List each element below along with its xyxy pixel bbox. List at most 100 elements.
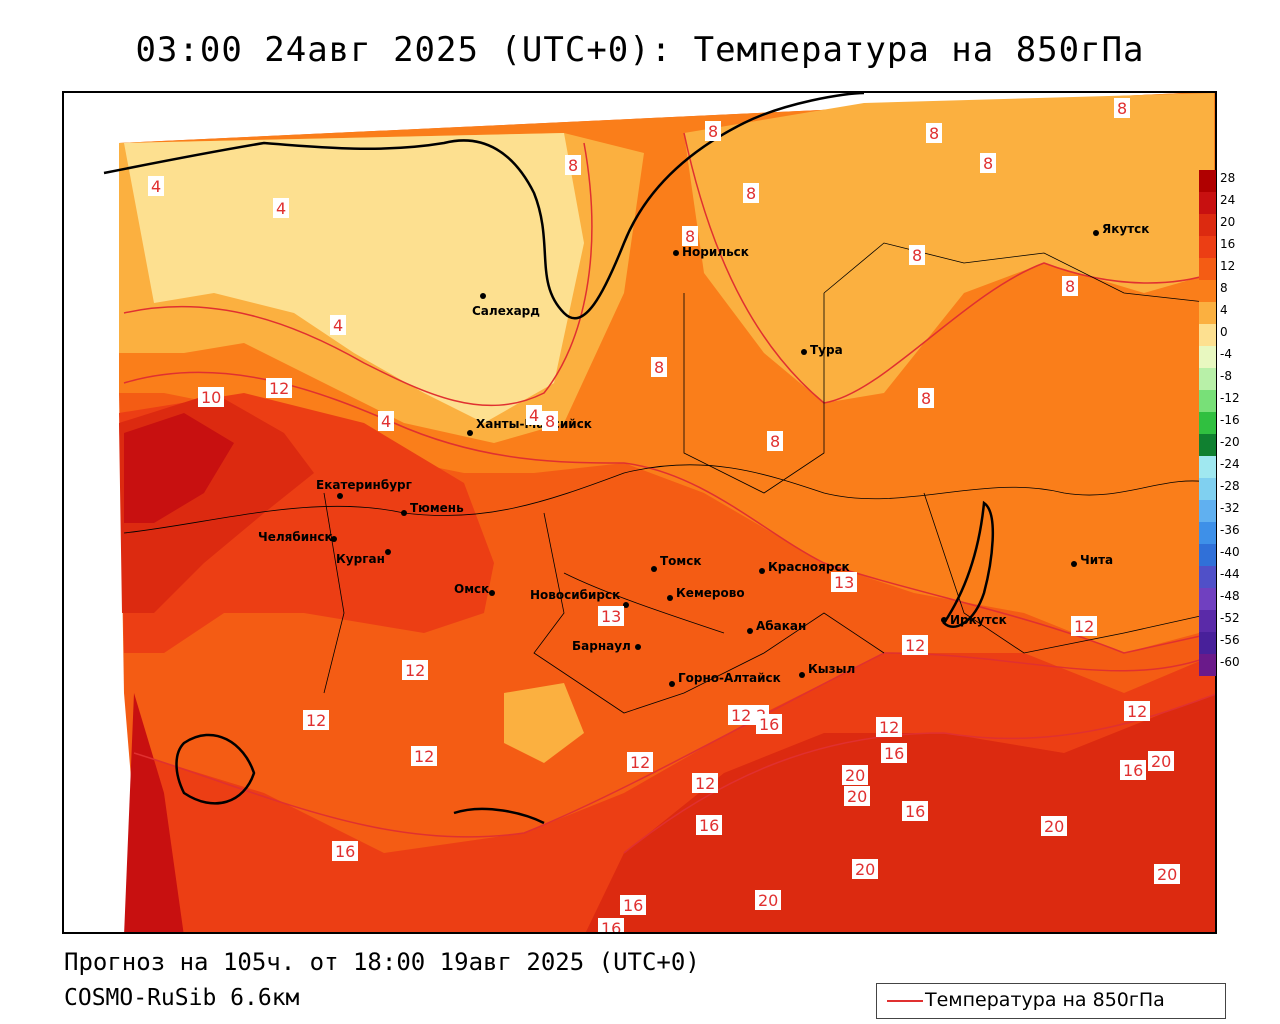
scale-label: -20 bbox=[1220, 435, 1240, 449]
scale-label: -32 bbox=[1220, 501, 1240, 515]
scale-cell bbox=[1199, 346, 1216, 368]
city-kemerovo[interactable]: Кемерово bbox=[667, 586, 745, 601]
city-tomsk[interactable]: Томск bbox=[651, 554, 702, 572]
isotherm-label-text: 4 bbox=[529, 406, 539, 425]
scale-cell bbox=[1199, 478, 1216, 500]
field-20-24-south bbox=[585, 694, 1215, 932]
city-gorno-altaysk[interactable]: Горно-Алтайск bbox=[669, 671, 781, 687]
city-norilsk[interactable]: Норильск bbox=[673, 245, 749, 259]
field-4-8-east bbox=[684, 93, 1214, 403]
svg-text:Тура: Тура bbox=[810, 343, 843, 357]
scale-cell bbox=[1199, 368, 1216, 390]
scale-cell bbox=[1199, 544, 1216, 566]
isotherm-label-text: 20 bbox=[1044, 817, 1064, 836]
svg-text:Челябинск: Челябинск bbox=[258, 530, 333, 544]
isotherm-label: 16 bbox=[902, 801, 928, 821]
isotherm-label: 4 bbox=[330, 315, 346, 335]
scale-cell bbox=[1199, 170, 1216, 192]
city-yakutsk[interactable]: Якутск bbox=[1093, 222, 1149, 236]
isotherm-label-text: 13 bbox=[601, 607, 621, 626]
isotherm-label: 12 bbox=[692, 773, 718, 793]
isotherm-label-text: 12 bbox=[879, 718, 899, 737]
city-salekhard[interactable]: Салехард bbox=[472, 293, 540, 318]
temperature-map: Салехард Норильск Якутск Тура Ханты-Манс… bbox=[103, 93, 1215, 934]
city-chita[interactable]: Чита bbox=[1071, 553, 1113, 567]
svg-text:Тюмень: Тюмень bbox=[410, 501, 464, 515]
scale-cell bbox=[1199, 258, 1216, 280]
isotherm-label-text: 8 bbox=[568, 156, 578, 175]
isotherm-label-text: 4 bbox=[381, 412, 391, 431]
scale-cell bbox=[1199, 236, 1216, 258]
isotherm-label: 8 bbox=[1114, 98, 1130, 118]
city-tyumen[interactable]: Тюмень bbox=[401, 501, 464, 516]
svg-text:Барнаул: Барнаул bbox=[572, 639, 631, 653]
isotherm-label-text: 10 bbox=[201, 388, 221, 407]
scale-label: -24 bbox=[1220, 457, 1240, 471]
city-kyzyl[interactable]: Кызыл bbox=[799, 662, 855, 678]
scale-label: -52 bbox=[1220, 611, 1240, 625]
isotherm-label: 12 bbox=[402, 660, 428, 680]
isotherm-label: 12 bbox=[303, 710, 329, 730]
isotherm-label-text: 16 bbox=[699, 816, 719, 835]
isotherm-label-text: 8 bbox=[746, 184, 756, 203]
city-omsk[interactable]: Омск bbox=[454, 582, 495, 596]
scale-cell bbox=[1199, 324, 1216, 346]
isotherm-label: 20 bbox=[1154, 864, 1180, 884]
isotherm-label-text: 20 bbox=[845, 766, 865, 785]
isotherm-label: 4 bbox=[378, 411, 394, 431]
scale-cell bbox=[1199, 280, 1216, 302]
scale-label: 12 bbox=[1220, 259, 1236, 273]
isotherm-label-text: 12 bbox=[414, 747, 434, 766]
isotherm-label-text: 16 bbox=[1123, 761, 1143, 780]
isotherm-label-text: 12 bbox=[1074, 617, 1094, 636]
isotherm-label: 20 bbox=[755, 890, 781, 910]
isotherm-label-text: 8 bbox=[1065, 277, 1075, 296]
city-novosibirsk[interactable]: Новосибирск bbox=[530, 588, 629, 608]
field-0-4 bbox=[124, 133, 584, 423]
isotherm-label-text: 16 bbox=[601, 919, 621, 934]
isotherm-label: 8 bbox=[918, 388, 934, 408]
svg-text:Абакан: Абакан bbox=[756, 619, 806, 633]
isotherm-label: 8 bbox=[767, 431, 783, 451]
isotherm-label-text: 8 bbox=[545, 412, 555, 431]
svg-text:Иркутск: Иркутск bbox=[950, 613, 1007, 627]
isotherm-label-text: 12 bbox=[905, 636, 925, 655]
scale-label: -4 bbox=[1220, 347, 1232, 361]
city-barnaul[interactable]: Барнаул bbox=[572, 639, 641, 653]
isotherm-label: 12 bbox=[411, 746, 437, 766]
scale-cell bbox=[1199, 522, 1216, 544]
scale-label: -48 bbox=[1220, 589, 1240, 603]
scale-cell bbox=[1199, 588, 1216, 610]
isotherm-label: 12 bbox=[728, 705, 754, 725]
isotherm-label-text: 12 bbox=[630, 753, 650, 772]
city-tura[interactable]: Тура bbox=[801, 343, 843, 357]
city-chelyabinsk[interactable]: Челябинск bbox=[258, 530, 337, 544]
field-west-south bbox=[124, 693, 184, 932]
isotherm-label: 8 bbox=[542, 411, 558, 431]
legend-line-swatch bbox=[887, 1000, 923, 1002]
scale-cell bbox=[1199, 302, 1216, 324]
isotherm-label-text: 12 bbox=[269, 379, 289, 398]
city-kurgan[interactable]: Курган bbox=[336, 549, 391, 566]
svg-text:Кемерово: Кемерово bbox=[676, 586, 745, 600]
city-krasnoyarsk[interactable]: Красноярск bbox=[759, 560, 850, 574]
scale-cell bbox=[1199, 412, 1216, 434]
isotherm-label-text: 8 bbox=[1117, 99, 1127, 118]
isotherm-label: 13 bbox=[598, 606, 624, 626]
admin-borders bbox=[123, 242, 1215, 714]
forecast-info: Прогноз на 105ч. от 18:00 19авг 2025 (UT… bbox=[64, 948, 700, 976]
isotherm-label-text: 4 bbox=[333, 316, 343, 335]
color-scale: 28 24 20 16 12 8 4 0 -4 -8 -12 -16 -20 -24 -28 -32 -36 -4… bbox=[1199, 158, 1279, 688]
isotherm-label: 8 bbox=[1062, 276, 1078, 296]
isotherm-label-text: 16 bbox=[759, 715, 779, 734]
city-yekaterinburg[interactable]: Екатеринбург bbox=[316, 478, 412, 499]
svg-text:Норильск: Норильск bbox=[682, 245, 749, 259]
scale-label: -16 bbox=[1220, 413, 1240, 427]
isotherm-label: 12 bbox=[1071, 616, 1097, 636]
city-irkutsk[interactable]: Иркутск bbox=[941, 613, 1007, 627]
city-abakan[interactable]: Абакан bbox=[747, 619, 806, 634]
isotherm-label: 20 bbox=[1041, 816, 1067, 836]
scale-label: -36 bbox=[1220, 523, 1240, 537]
isotherm-label: 4 bbox=[273, 198, 289, 218]
